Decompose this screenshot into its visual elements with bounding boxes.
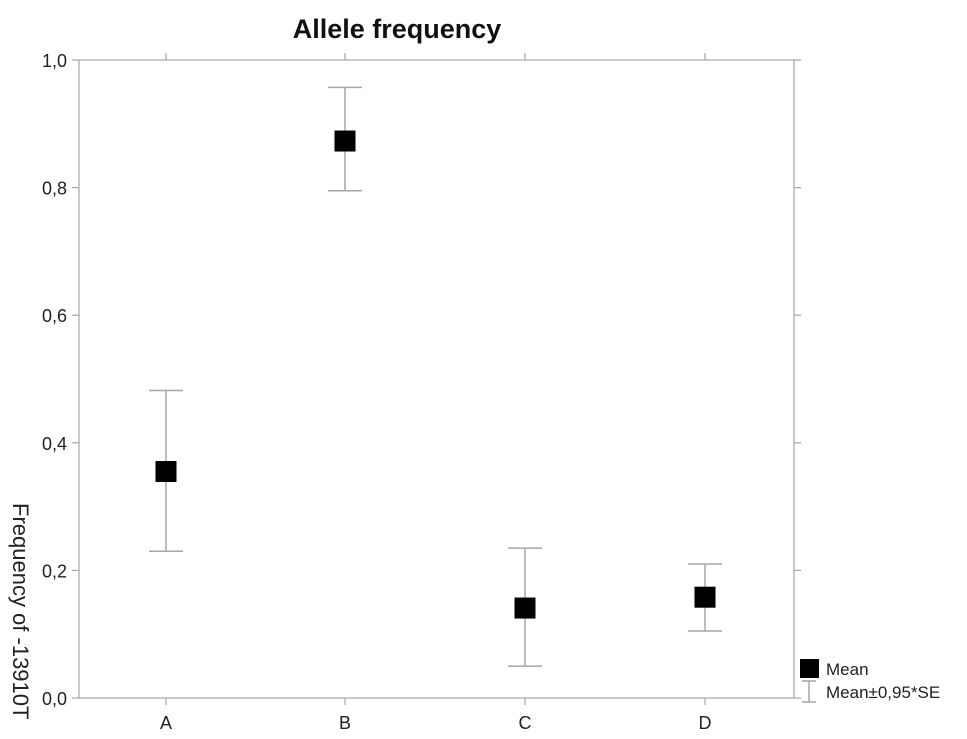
y-axis: 0,0 0,2 0,4 0,6 0,8 1,0 bbox=[42, 51, 801, 709]
x-tick-label: B bbox=[339, 713, 351, 733]
legend-errorbar-symbol bbox=[802, 680, 816, 703]
plot-area bbox=[78, 59, 795, 699]
x-tick-label: D bbox=[699, 713, 712, 733]
mean-marker bbox=[334, 130, 356, 152]
mean-marker bbox=[155, 461, 177, 483]
chart-title: Allele frequency bbox=[293, 14, 502, 44]
y-tick-label: 0,2 bbox=[42, 561, 67, 581]
x-tick-label: C bbox=[519, 713, 532, 733]
y-tick-label: 0,4 bbox=[42, 434, 67, 454]
legend-mean-label: Mean bbox=[826, 660, 869, 679]
y-tick-label: 0,6 bbox=[42, 306, 67, 326]
legend-mean-marker bbox=[800, 659, 819, 678]
y-tick-label: 0,0 bbox=[42, 689, 67, 709]
y-tick-label: 1,0 bbox=[42, 51, 67, 71]
mean-series bbox=[149, 86, 722, 667]
y-axis-label: Frequency of -13910T bbox=[8, 503, 33, 719]
legend-errorbar-label: Mean±0,95*SE bbox=[826, 683, 940, 702]
x-tick-label: A bbox=[160, 713, 172, 733]
mean-marker bbox=[514, 597, 536, 619]
x-axis: A B C D bbox=[160, 53, 712, 733]
mean-marker bbox=[694, 586, 716, 608]
legend: Mean Mean±0,95*SE bbox=[800, 659, 940, 703]
y-tick-label: 0,8 bbox=[42, 179, 67, 199]
